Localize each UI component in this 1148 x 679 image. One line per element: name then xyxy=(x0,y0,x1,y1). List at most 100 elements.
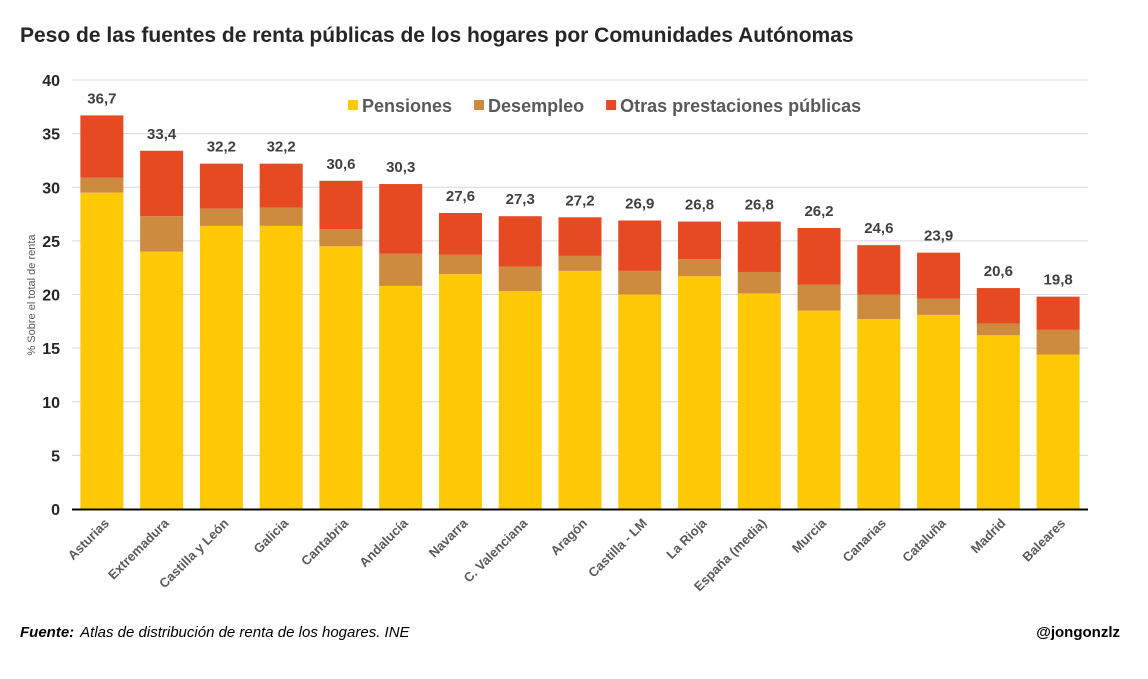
data-label: 19,8 xyxy=(1044,272,1073,289)
bar-segment-otras xyxy=(319,180,363,230)
data-labels: 36,7 33,4 32,2 32,2 30,6 30,3 27,6 27,3 27,2 26,9… xyxy=(87,90,1072,288)
y-tick-label: 5 xyxy=(51,448,60,465)
bar-segment-desempleo xyxy=(976,323,1020,336)
legend-swatch xyxy=(606,100,617,110)
bar-segment-otras xyxy=(857,245,901,295)
bar-segment-otras xyxy=(498,216,542,267)
source-text: Atlas de distribución de renta de los ho… xyxy=(80,624,410,641)
data-label: 33,4 xyxy=(147,126,177,143)
category-label: Extremadura xyxy=(105,515,172,582)
bar-segment-desempleo xyxy=(199,208,243,226)
bar-segment-pensiones xyxy=(857,319,901,509)
category-label: Cantabria xyxy=(298,515,352,569)
bar-segment-pensiones xyxy=(140,251,184,509)
bar-segment-desempleo xyxy=(319,229,363,247)
legend-label: Otras prestaciones públicas xyxy=(620,96,861,116)
bar-segment-pensiones xyxy=(797,310,841,509)
category-label: Murcia xyxy=(789,515,830,556)
category-label: Aragón xyxy=(547,515,590,558)
bar-segment-pensiones xyxy=(319,246,363,510)
bar-segment-pensiones xyxy=(976,335,1020,509)
bar-segment-pensiones xyxy=(438,274,482,509)
chart-title: Peso de las fuentes de renta públicas de… xyxy=(20,24,854,47)
bar-segment-desempleo xyxy=(618,270,662,295)
bar-segment-desempleo xyxy=(1036,329,1080,355)
bar-segment-pensiones xyxy=(737,293,781,509)
data-label: 27,6 xyxy=(446,188,475,205)
bar-segment-desempleo xyxy=(558,255,602,271)
bar-segment-pensiones xyxy=(917,314,961,509)
bar-segment-otras xyxy=(678,221,722,260)
category-label: Castilla - LM xyxy=(585,516,650,581)
bar-segment-otras xyxy=(917,252,961,299)
y-axis-label: % Sobre el total de renta xyxy=(26,234,38,356)
category-label: Cataluña xyxy=(899,515,949,565)
category-label: La Rioja xyxy=(663,515,710,562)
bar-segment-otras xyxy=(737,221,781,272)
y-tick-label: 0 xyxy=(51,502,60,519)
data-label: 24,6 xyxy=(864,220,893,237)
y-tick-label: 35 xyxy=(42,127,60,144)
category-label: C. Valenciana xyxy=(460,515,530,585)
bar-segment-desempleo xyxy=(737,271,781,294)
data-label: 32,2 xyxy=(207,139,236,156)
bar-segment-desempleo xyxy=(797,284,841,311)
bar-segment-otras xyxy=(438,212,482,255)
bar-segment-otras xyxy=(797,228,841,285)
data-label: 36,7 xyxy=(87,90,116,107)
bar-segment-desempleo xyxy=(140,216,184,252)
bar-segment-otras xyxy=(1036,296,1080,330)
source-note: Fuente: Atlas de distribución de renta de… xyxy=(20,624,410,641)
category-label: Andalucía xyxy=(356,515,411,570)
y-tick-label: 10 xyxy=(42,395,60,412)
bar-segment-otras xyxy=(259,163,303,208)
bar-segment-pensiones xyxy=(678,276,722,509)
legend-swatch xyxy=(474,100,485,110)
legend: Pensiones Desempleo Otras prestaciones púb… xyxy=(348,96,861,116)
bar-segment-pensiones xyxy=(498,291,542,509)
author-handle: @jongonzlz xyxy=(1036,624,1120,641)
bar-segment-desempleo xyxy=(678,259,722,277)
bar-segment-desempleo xyxy=(438,254,482,275)
bar-segment-pensiones xyxy=(379,285,423,509)
y-tick-label: 20 xyxy=(42,288,60,305)
data-label: 30,3 xyxy=(386,159,415,176)
bar-segment-pensiones xyxy=(259,225,303,510)
bar-segment-pensiones xyxy=(80,192,124,510)
bar-segment-pensiones xyxy=(199,225,243,510)
bar-segment-desempleo xyxy=(259,207,303,226)
bar-segment-otras xyxy=(140,150,184,217)
bar-segment-otras xyxy=(80,115,124,178)
data-label: 26,8 xyxy=(745,197,774,214)
y-tick-label: 40 xyxy=(42,73,60,90)
y-axis-ticks: 0 5 10 15 20 25 30 35 40 xyxy=(42,73,60,519)
bar-segment-pensiones xyxy=(1036,354,1080,509)
bar-segment-desempleo xyxy=(80,177,124,193)
bar-segment-pensiones xyxy=(558,270,602,509)
bar-segment-otras xyxy=(379,184,423,254)
data-label: 27,2 xyxy=(565,192,594,209)
data-label: 27,3 xyxy=(506,191,535,208)
bar-segment-otras xyxy=(618,220,662,271)
bar-segment-pensiones xyxy=(618,294,662,509)
data-label: 20,6 xyxy=(984,263,1013,280)
bar-segment-desempleo xyxy=(917,298,961,315)
bar-segment-otras xyxy=(199,163,243,209)
category-label: Canarias xyxy=(840,516,889,565)
bar-segment-desempleo xyxy=(379,253,423,286)
bars xyxy=(80,115,1080,510)
legend-swatch xyxy=(348,100,358,110)
data-label: 32,2 xyxy=(267,139,296,156)
source-label: Fuente: xyxy=(20,624,75,641)
data-label: 23,9 xyxy=(924,228,953,245)
bar-segment-desempleo xyxy=(498,266,542,292)
y-tick-label: 25 xyxy=(42,234,60,251)
category-label: Galicia xyxy=(251,515,292,556)
data-label: 30,6 xyxy=(326,156,355,173)
bar-segment-otras xyxy=(976,288,1020,324)
data-label: 26,8 xyxy=(685,197,714,214)
category-label: Madrid xyxy=(968,515,1009,556)
bar-segment-otras xyxy=(558,217,602,256)
